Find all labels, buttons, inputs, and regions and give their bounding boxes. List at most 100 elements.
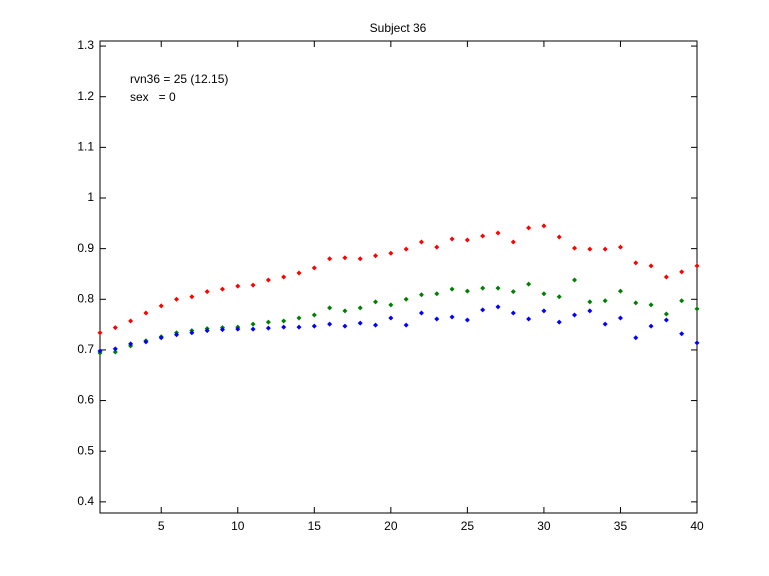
- point: [694, 263, 700, 269]
- point: [219, 286, 225, 292]
- point: [373, 253, 379, 259]
- point: [541, 223, 547, 229]
- point: [572, 277, 578, 283]
- y-tick-label: 0.4: [77, 494, 94, 508]
- point: [495, 230, 501, 236]
- point: [587, 246, 593, 252]
- point: [403, 296, 409, 302]
- point: [327, 305, 333, 311]
- point: [526, 225, 532, 231]
- chart-title: Subject 36: [370, 21, 427, 35]
- point: [97, 330, 103, 336]
- point: [327, 256, 333, 262]
- point: [526, 281, 532, 287]
- point: [480, 307, 486, 313]
- point: [418, 310, 424, 316]
- point: [602, 246, 608, 252]
- plot-frame: [99, 40, 698, 514]
- point: [556, 319, 562, 325]
- point: [204, 328, 210, 334]
- point: [265, 277, 271, 283]
- point: [174, 332, 180, 338]
- point: [219, 327, 225, 333]
- point: [434, 244, 440, 250]
- point: [587, 308, 593, 314]
- point: [648, 323, 654, 329]
- point: [281, 324, 287, 330]
- point: [602, 321, 608, 327]
- y-tick-label: 1.1: [77, 140, 94, 154]
- point: [510, 239, 516, 245]
- point: [296, 270, 302, 276]
- point: [495, 285, 501, 291]
- point: [189, 330, 195, 336]
- point: [572, 245, 578, 251]
- point: [403, 246, 409, 252]
- point: [480, 285, 486, 291]
- x-tick-label: 5: [158, 519, 165, 533]
- annotation: rvn36 = 25 (12.15): [130, 72, 228, 86]
- point: [449, 286, 455, 292]
- point: [694, 306, 700, 312]
- y-tick-label: 1: [87, 190, 94, 204]
- point: [449, 236, 455, 242]
- point: [296, 315, 302, 321]
- point: [464, 237, 470, 243]
- point: [342, 255, 348, 261]
- point: [648, 263, 654, 269]
- point: [296, 324, 302, 330]
- point: [189, 294, 195, 300]
- point: [250, 321, 256, 327]
- point: [510, 289, 516, 295]
- point: [663, 317, 669, 323]
- point: [235, 283, 241, 289]
- point: [388, 250, 394, 256]
- point: [449, 314, 455, 320]
- point: [633, 300, 639, 306]
- point: [158, 303, 164, 309]
- point: [112, 349, 118, 355]
- point: [311, 323, 317, 329]
- point: [357, 305, 363, 311]
- y-tick-label: 0.9: [77, 241, 94, 255]
- point: [663, 274, 669, 280]
- annotation: sex = 0: [130, 90, 176, 104]
- point: [434, 291, 440, 297]
- point: [464, 317, 470, 323]
- point: [281, 318, 287, 324]
- point: [97, 348, 103, 354]
- point: [541, 291, 547, 297]
- point: [357, 256, 363, 262]
- point: [587, 299, 593, 305]
- point: [143, 310, 149, 316]
- point: [418, 292, 424, 298]
- y-tick-label: 0.6: [77, 393, 94, 407]
- point: [403, 322, 409, 328]
- y-tick-label: 0.8: [77, 291, 94, 305]
- y-tick-label: 1.2: [77, 89, 94, 103]
- y-tick-label: 0.7: [77, 342, 94, 356]
- point: [541, 308, 547, 314]
- point: [281, 274, 287, 280]
- point: [495, 304, 501, 310]
- point: [265, 319, 271, 325]
- point: [648, 302, 654, 308]
- point: [556, 294, 562, 300]
- x-tick-label: 15: [308, 519, 322, 533]
- point: [679, 331, 685, 337]
- point: [388, 315, 394, 321]
- point: [526, 316, 532, 322]
- x-tick-label: 10: [231, 519, 245, 533]
- x-tick-label: 25: [461, 519, 475, 533]
- point: [663, 311, 669, 317]
- point: [112, 325, 118, 331]
- point: [633, 260, 639, 266]
- y-tick-label: 0.5: [77, 443, 94, 457]
- x-tick-label: 40: [690, 519, 704, 533]
- x-tick-label: 30: [537, 519, 551, 533]
- point: [128, 318, 134, 324]
- point: [112, 346, 118, 352]
- point: [418, 239, 424, 245]
- point: [602, 298, 608, 304]
